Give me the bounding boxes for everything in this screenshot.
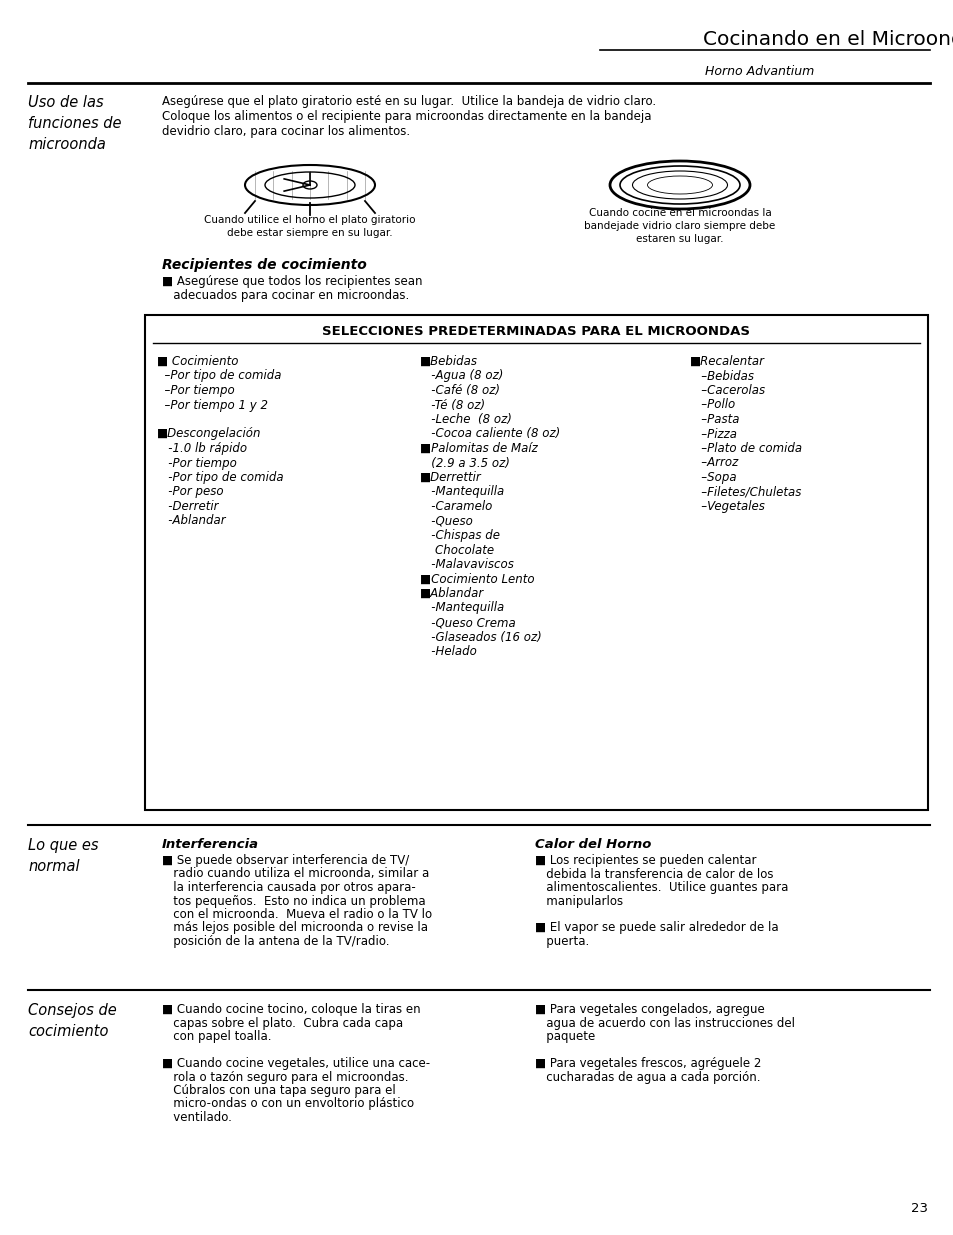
Text: –Cacerolas: –Cacerolas xyxy=(689,384,764,396)
Bar xyxy=(145,315,927,810)
Text: –Filetes/Chuletas: –Filetes/Chuletas xyxy=(689,485,801,499)
Text: ■ Cocimiento: ■ Cocimiento xyxy=(157,354,238,368)
Text: agua de acuerdo con las instrucciones del: agua de acuerdo con las instrucciones de… xyxy=(535,1016,794,1030)
Text: -Malavaviscos: -Malavaviscos xyxy=(419,558,514,571)
Text: ■ Para vegetales congelados, agregue: ■ Para vegetales congelados, agregue xyxy=(535,1003,764,1016)
Text: -Ablandar: -Ablandar xyxy=(157,515,226,527)
Text: rola o tazón seguro para el microondas.: rola o tazón seguro para el microondas. xyxy=(162,1071,408,1083)
Text: Calor del Horno: Calor del Horno xyxy=(535,839,651,851)
Text: -Por tiempo: -Por tiempo xyxy=(157,457,236,469)
Text: -1.0 lb rápido: -1.0 lb rápido xyxy=(157,442,247,454)
Text: Interferencia: Interferencia xyxy=(162,839,259,851)
Text: -Helado: -Helado xyxy=(419,645,476,658)
Text: cucharadas de agua a cada porción.: cucharadas de agua a cada porción. xyxy=(535,1071,760,1083)
Text: –Arroz: –Arroz xyxy=(689,457,738,469)
Text: –Sopa: –Sopa xyxy=(689,471,736,484)
Text: paquete: paquete xyxy=(535,1030,595,1044)
Text: Recipientes de cocimiento: Recipientes de cocimiento xyxy=(162,258,366,272)
Text: ■Bebidas: ■Bebidas xyxy=(419,354,477,368)
Text: ■ Los recipientes se pueden calentar: ■ Los recipientes se pueden calentar xyxy=(535,853,756,867)
Text: adecuados para cocinar en microondas.: adecuados para cocinar en microondas. xyxy=(162,289,409,303)
Text: Cúbralos con una tapa seguro para el: Cúbralos con una tapa seguro para el xyxy=(162,1084,395,1097)
Text: -Agua (8 oz): -Agua (8 oz) xyxy=(419,369,503,383)
Text: -Leche  (8 oz): -Leche (8 oz) xyxy=(419,412,512,426)
Text: -Glaseados (16 oz): -Glaseados (16 oz) xyxy=(419,631,541,643)
Text: –Por tiempo 1 y 2: –Por tiempo 1 y 2 xyxy=(157,399,268,411)
Text: manipularlos: manipularlos xyxy=(535,894,622,908)
Text: -Chispas de: -Chispas de xyxy=(419,529,499,542)
Text: posición de la antena de la TV/radio.: posición de la antena de la TV/radio. xyxy=(162,935,389,948)
Text: ■ Asegúrese que todos los recipientes sean: ■ Asegúrese que todos los recipientes se… xyxy=(162,275,422,288)
Text: (2.9 a 3.5 oz): (2.9 a 3.5 oz) xyxy=(419,457,509,469)
Text: –Plato de comida: –Plato de comida xyxy=(689,442,801,454)
Text: ■Cocimiento Lento: ■Cocimiento Lento xyxy=(419,573,534,585)
Text: -Té (8 oz): -Té (8 oz) xyxy=(419,399,485,411)
Text: la interferencia causada por otros apara-: la interferencia causada por otros apara… xyxy=(162,881,416,894)
Text: -Mantequilla: -Mantequilla xyxy=(419,601,504,615)
Text: tos pequeños.  Esto no indica un problema: tos pequeños. Esto no indica un problema xyxy=(162,894,425,908)
Text: Consejos de
cocimiento: Consejos de cocimiento xyxy=(28,1003,116,1039)
Text: radio cuando utiliza el microonda, similar a: radio cuando utiliza el microonda, simil… xyxy=(162,867,429,881)
Text: debida la transferencia de calor de los: debida la transferencia de calor de los xyxy=(535,867,773,881)
Text: ■Palomitas de Maíz: ■Palomitas de Maíz xyxy=(419,442,537,454)
Text: -Queso Crema: -Queso Crema xyxy=(419,616,516,629)
Text: ■Descongelación: ■Descongelación xyxy=(157,427,261,441)
Text: devidrio claro, para cocinar los alimentos.: devidrio claro, para cocinar los aliment… xyxy=(162,125,410,138)
Text: ■ Cuando cocine vegetales, utilice una cace-: ■ Cuando cocine vegetales, utilice una c… xyxy=(162,1057,430,1070)
Text: Cocinando en el Microonda: Cocinando en el Microonda xyxy=(702,30,953,49)
Text: Lo que es
normal: Lo que es normal xyxy=(28,839,98,874)
Text: -Caramelo: -Caramelo xyxy=(419,500,492,513)
Text: SELECCIONES PREDETERMINADAS PARA EL MICROONDAS: SELECCIONES PREDETERMINADAS PARA EL MICR… xyxy=(322,325,750,338)
Text: micro-ondas o con un envoltorio plástico: micro-ondas o con un envoltorio plástico xyxy=(162,1098,414,1110)
Text: –Por tiempo: –Por tiempo xyxy=(157,384,234,396)
Text: -Derretir: -Derretir xyxy=(157,500,218,513)
Text: ventilado.: ventilado. xyxy=(162,1112,232,1124)
Text: ■Derrettir: ■Derrettir xyxy=(419,471,481,484)
Text: alimentoscalientes.  Utilice guantes para: alimentoscalientes. Utilice guantes para xyxy=(535,881,787,894)
Text: con papel toalla.: con papel toalla. xyxy=(162,1030,272,1044)
Text: -Por tipo de comida: -Por tipo de comida xyxy=(157,471,283,484)
Text: puerta.: puerta. xyxy=(535,935,589,948)
Text: 23: 23 xyxy=(910,1202,927,1215)
Text: capas sobre el plato.  Cubra cada capa: capas sobre el plato. Cubra cada capa xyxy=(162,1016,403,1030)
Text: ■Ablandar: ■Ablandar xyxy=(419,587,484,600)
Text: Asegúrese que el plato giratorio esté en su lugar.  Utilice la bandeja de vidrio: Asegúrese que el plato giratorio esté en… xyxy=(162,95,656,107)
Text: ■ Para vegetales frescos, agréguele 2: ■ Para vegetales frescos, agréguele 2 xyxy=(535,1057,760,1070)
Text: -Por peso: -Por peso xyxy=(157,485,223,499)
Text: Coloque los alimentos o el recipiente para microondas directamente en la bandeja: Coloque los alimentos o el recipiente pa… xyxy=(162,110,651,124)
Text: -Cocoa caliente (8 oz): -Cocoa caliente (8 oz) xyxy=(419,427,559,441)
Text: Chocolate: Chocolate xyxy=(419,543,494,557)
Text: –Vegetales: –Vegetales xyxy=(689,500,764,513)
Text: Uso de las
funciones de
microonda: Uso de las funciones de microonda xyxy=(28,95,121,152)
Text: -Queso: -Queso xyxy=(419,515,473,527)
Text: ■Recalentar: ■Recalentar xyxy=(689,354,764,368)
Text: más lejos posible del microonda o revise la: más lejos posible del microonda o revise… xyxy=(162,921,428,935)
Text: –Pizza: –Pizza xyxy=(689,427,737,441)
Text: -Mantequilla: -Mantequilla xyxy=(419,485,504,499)
Text: con el microonda.  Mueva el radio o la TV lo: con el microonda. Mueva el radio o la TV… xyxy=(162,908,432,921)
Text: Cuando utilice el horno el plato giratorio
debe estar siempre en su lugar.: Cuando utilice el horno el plato girator… xyxy=(204,215,416,238)
Text: Cuando cocine en el microondas la
bandejade vidrio claro siempre debe
estaren su: Cuando cocine en el microondas la bandej… xyxy=(584,207,775,245)
Text: –Bebidas: –Bebidas xyxy=(689,369,753,383)
Text: –Por tipo de comida: –Por tipo de comida xyxy=(157,369,281,383)
Text: ■ Se puede observar interferencia de TV/: ■ Se puede observar interferencia de TV/ xyxy=(162,853,409,867)
Text: -Café (8 oz): -Café (8 oz) xyxy=(419,384,499,396)
Text: ■ El vapor se puede salir alrededor de la: ■ El vapor se puede salir alrededor de l… xyxy=(535,921,778,935)
Text: ■ Cuando cocine tocino, coloque la tiras en: ■ Cuando cocine tocino, coloque la tiras… xyxy=(162,1003,420,1016)
Text: –Pollo: –Pollo xyxy=(689,399,735,411)
Text: Horno Advantium: Horno Advantium xyxy=(704,65,814,78)
Text: –Pasta: –Pasta xyxy=(689,412,739,426)
